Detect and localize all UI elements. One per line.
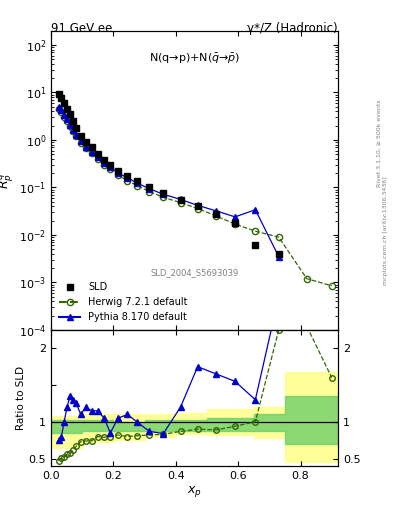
Y-axis label: Ratio to SLD: Ratio to SLD <box>16 366 26 430</box>
Text: 91 GeV ee: 91 GeV ee <box>51 22 112 34</box>
Text: γ*/Z (Hadronic): γ*/Z (Hadronic) <box>247 22 338 34</box>
Text: SLD_2004_S5693039: SLD_2004_S5693039 <box>151 269 239 278</box>
Text: Rivet 3.1.10, ≥ 500k events: Rivet 3.1.10, ≥ 500k events <box>377 99 382 187</box>
X-axis label: $x_p$: $x_p$ <box>187 483 202 499</box>
Text: mcplots.cern.ch [arXiv:1306.3436]: mcplots.cern.ch [arXiv:1306.3436] <box>384 176 388 285</box>
Legend: SLD, Herwig 7.2.1 default, Pythia 8.170 default: SLD, Herwig 7.2.1 default, Pythia 8.170 … <box>56 280 191 325</box>
Y-axis label: $R_p^q$: $R_p^q$ <box>0 172 16 189</box>
Text: N(q→p)+N($\bar{q}$→$\bar{p}$): N(q→p)+N($\bar{q}$→$\bar{p}$) <box>149 52 240 66</box>
